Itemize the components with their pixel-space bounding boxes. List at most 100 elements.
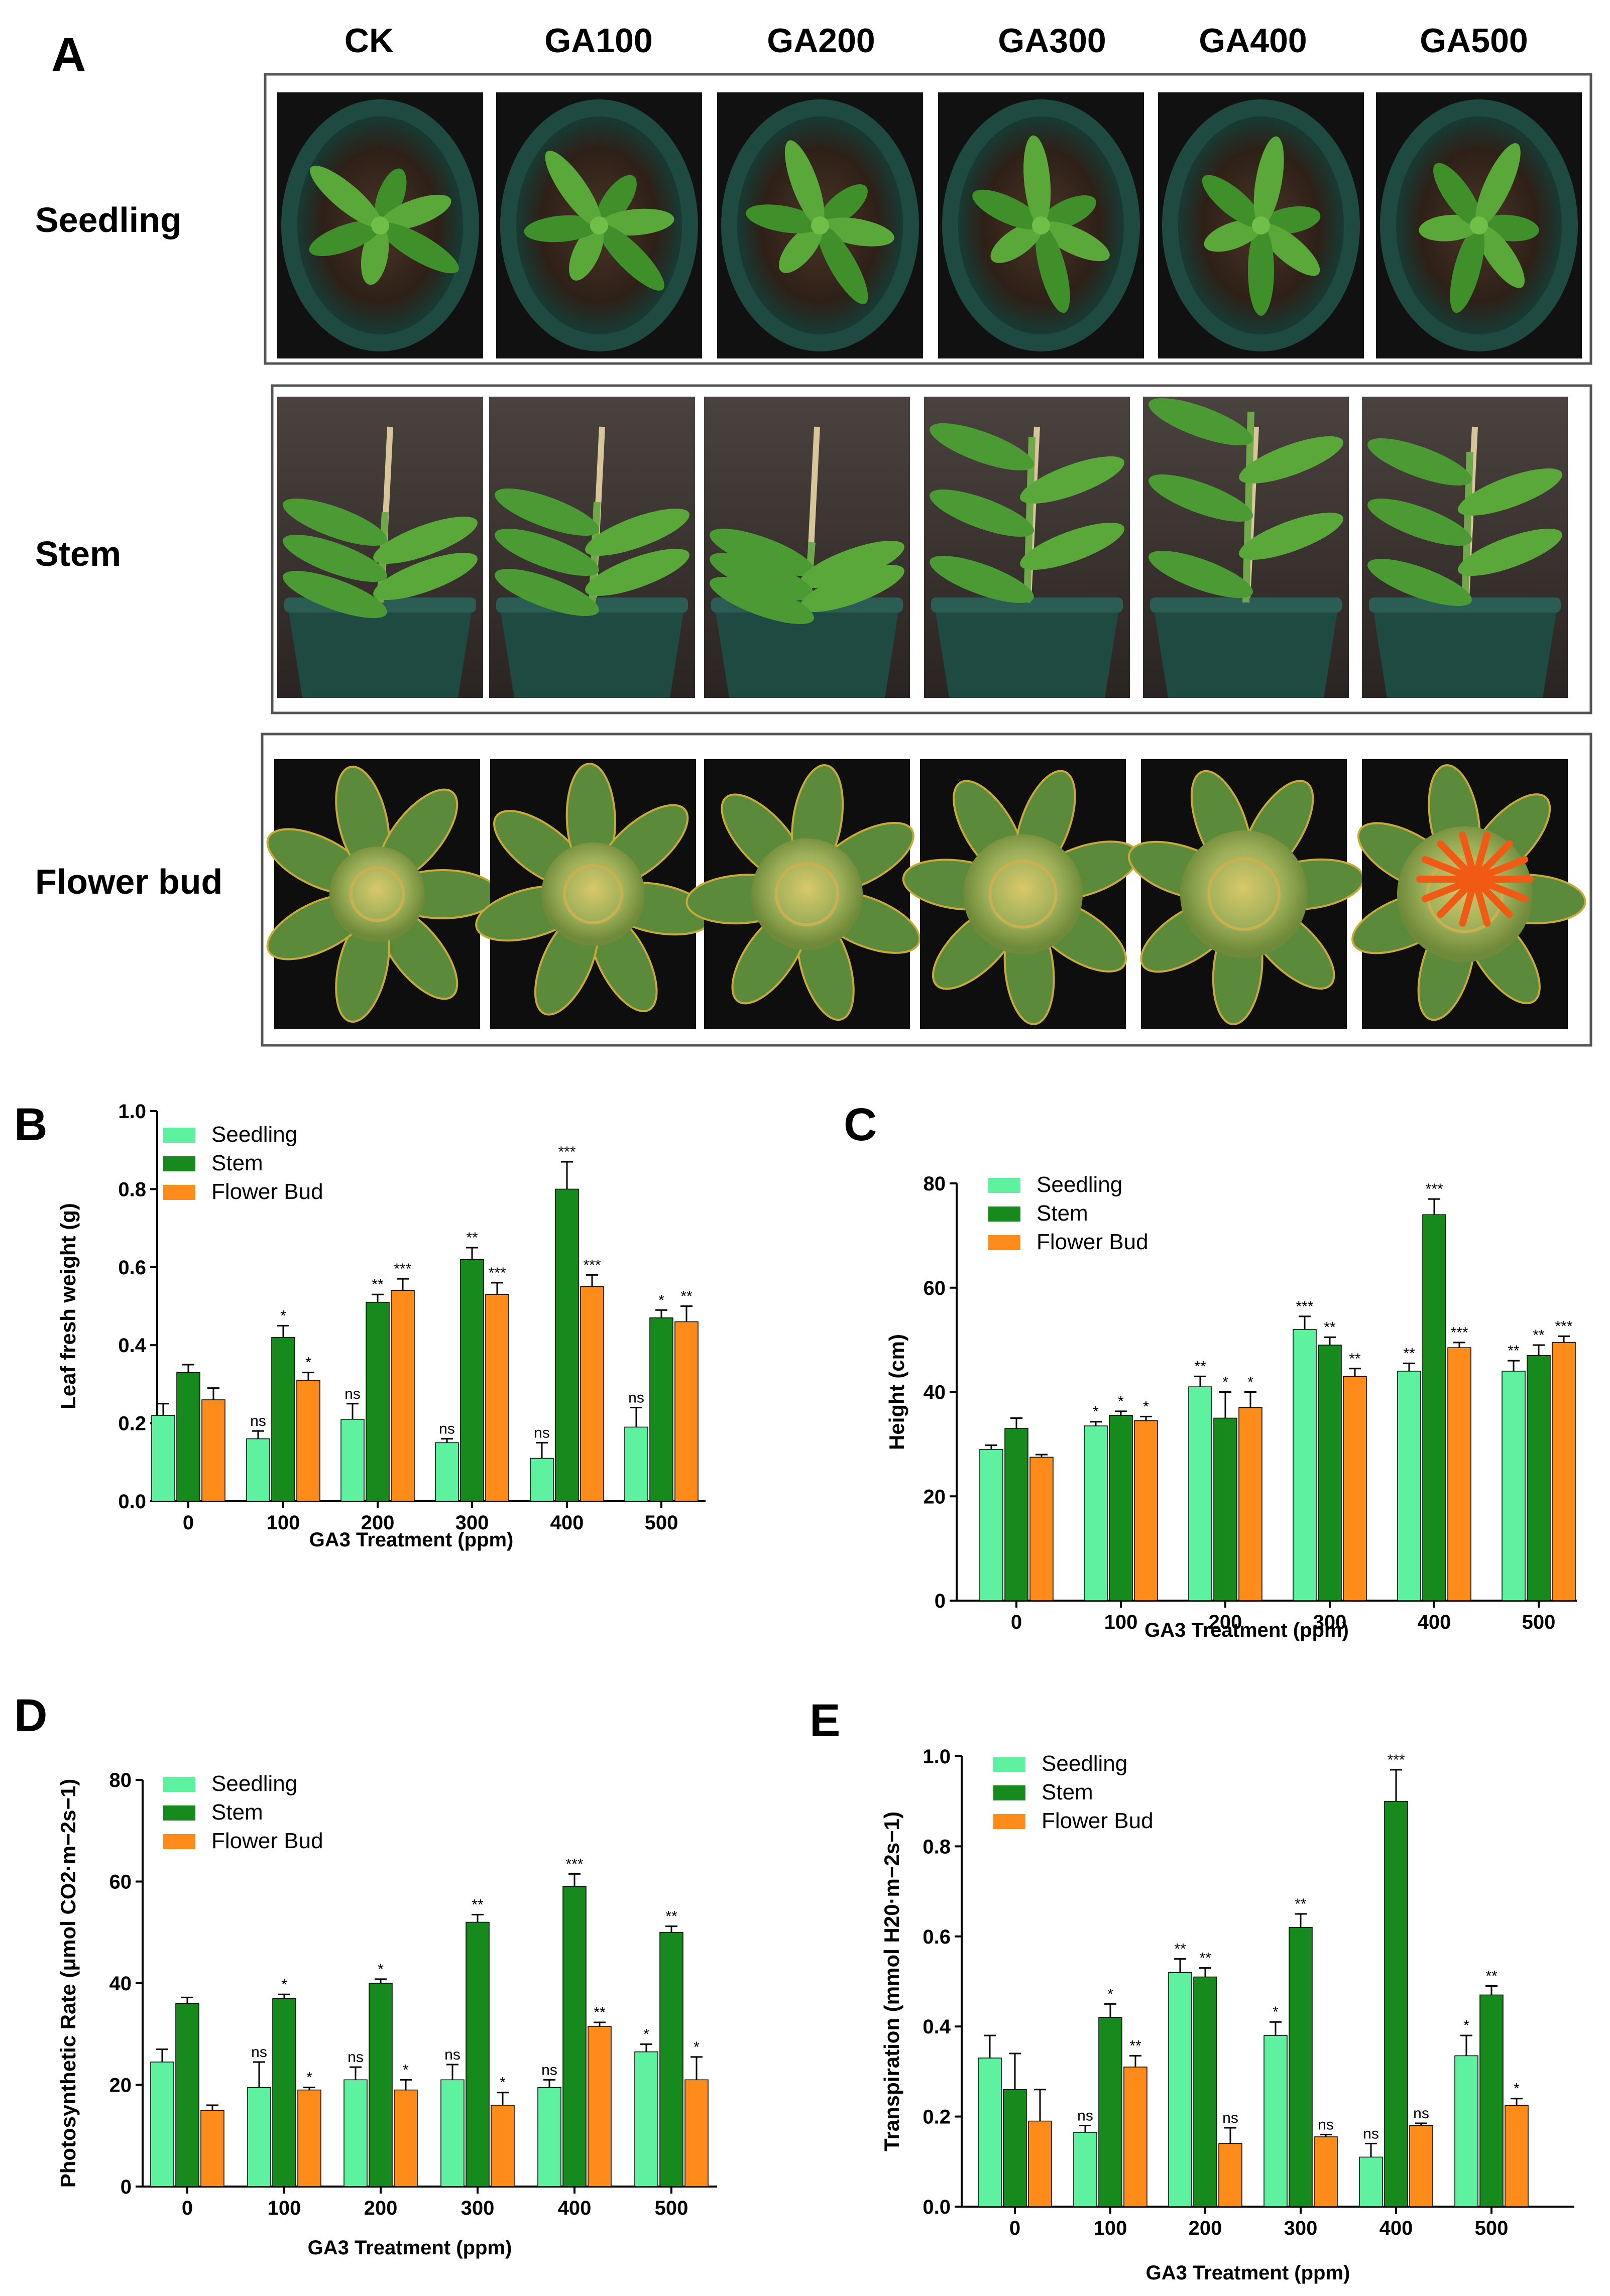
bar-seedling [1084,1425,1108,1601]
significance-label: * [1463,2017,1469,2034]
legend-swatch [988,1178,1020,1193]
bar-flower-bud [1505,2105,1529,2207]
legend-swatch [163,1185,195,1200]
x-axis-label: GA3 Treatment (ppm) [309,1529,514,1551]
bar-seedling [1073,2132,1097,2207]
x-tick-label: 500 [1522,1611,1556,1633]
bar-stem [1213,1417,1237,1601]
legend-label: Flower Bud [211,1829,323,1853]
y-tick-label: 0.6 [118,1257,146,1279]
legend-swatch [993,1785,1025,1800]
bar-flower-bud [1447,1347,1471,1601]
y-tick-label: 0.0 [923,2196,951,2218]
bar-stem [1193,1976,1217,2207]
y-axis-label: Photosynthetic Rate (μmol CO2·m−2s−1) [56,1779,80,2188]
bar-stem [369,1983,393,2187]
significance-label: * [658,1292,664,1308]
y-tick-label: 0.2 [923,2106,951,2128]
significance-label: * [403,2062,409,2078]
panel-letter: D [14,1690,48,1741]
stem-photo [924,397,1130,698]
x-tick-label: 100 [1104,1611,1138,1633]
legend-label: Flower Bud [1037,1230,1148,1254]
significance-label: *** [583,1257,601,1273]
y-tick-label: 0.6 [923,1926,951,1948]
significance-label: * [1222,1374,1228,1391]
bar-stem [1289,1927,1313,2207]
row-label: Seedling [35,200,182,239]
flower-bud-photo [266,759,499,1029]
flower-bud-photo [475,759,713,1029]
seedling-photo [938,92,1144,358]
x-tick-label: 500 [645,1512,678,1534]
significance-label: * [1107,1986,1113,2002]
bar-seedling [1168,1972,1192,2207]
bar-stem [1109,1415,1133,1601]
y-tick-label: 0.4 [118,1335,146,1357]
legend-label: Stem [1037,1201,1088,1226]
column-label: GA300 [998,22,1106,60]
significance-label: ** [1194,1358,1206,1375]
column-label: GA200 [767,22,875,60]
significance-label: ns [1077,2108,1093,2124]
x-tick-label: 200 [1189,2217,1222,2239]
x-tick-label: 0 [182,2197,193,2219]
significance-label: ns [348,2049,364,2066]
bar-seedling [150,2062,174,2187]
stem-photo [704,397,910,698]
significance-label: * [280,1307,286,1324]
seedling-photo [717,92,923,358]
bar-flower-bud [1343,1376,1367,1601]
x-tick-label: 300 [1313,1611,1347,1633]
bar-seedling [151,1415,175,1502]
row-label: Stem [35,534,122,573]
bar-flower-bud [580,1286,604,1502]
bar-seedling [1293,1329,1317,1601]
significance-label: ** [466,1230,478,1246]
significance-label: ns [628,1390,644,1406]
legend-label: Seedling [211,1771,297,1796]
bar-seedling [537,2087,561,2187]
bar-flower-bud [1409,2125,1433,2207]
legend-swatch [163,1834,195,1849]
bar-stem [555,1188,579,1502]
bar-flower-bud [297,2089,321,2187]
legend-swatch [993,1757,1025,1772]
bar-flower-bud [201,1399,225,1502]
significance-label: * [1273,2004,1279,2020]
column-label: GA100 [544,22,653,60]
flower-bud-photo [1128,759,1365,1029]
significance-label: ns [1222,2110,1238,2126]
column-label: GA400 [1199,22,1307,60]
bar-seedling [1359,2156,1383,2207]
flower-bud-photo [902,759,1139,1029]
significance-label: ns [534,1424,550,1441]
x-axis-label: GA3 Treatment (ppm) [308,2237,512,2259]
x-tick-label: 200 [361,1512,395,1534]
panel-a: A CK GA100 GA200 GA300 GA400 GA500 Seedling St… [0,0,1610,1059]
x-tick-label: 400 [550,1512,584,1534]
bar-stem [1422,1214,1446,1601]
x-tick-label: 0 [1011,1611,1022,1633]
bar-stem [1004,1428,1028,1601]
x-tick-label: 100 [267,1512,300,1534]
significance-label: ns [444,2046,461,2063]
legend-label: Seedling [211,1122,297,1147]
bar-stem [460,1259,484,1502]
significance-label: * [694,2039,700,2056]
significance-label: *** [394,1261,411,1277]
column-label: CK [344,22,394,60]
chart-e: 0.00.20.40.60.81.00 100ns***200****ns300*… [880,1746,1574,2284]
bar-flower-bud [1552,1342,1576,1601]
bar-seedling [246,1438,270,1502]
significance-label: ns [250,1413,266,1429]
significance-label: * [281,1976,287,1993]
y-axis-label: Transpiration (mmol H20·m−2s−1) [880,1811,903,2151]
bar-seedling [979,1449,1003,1601]
y-tick-label: 60 [924,1277,946,1299]
bar-flower-bud [394,2089,418,2187]
bar-seedling [340,1419,365,1502]
y-tick-label: 1.0 [923,1746,951,1768]
bar-stem [1098,2017,1122,2207]
